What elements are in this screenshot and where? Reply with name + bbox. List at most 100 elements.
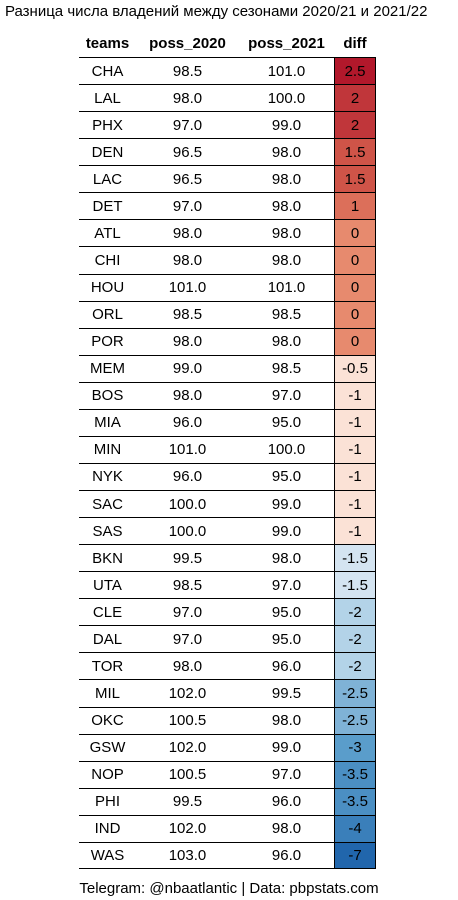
diff-cell: -1: [334, 518, 376, 545]
diff-cell: -2: [334, 599, 376, 626]
diff-cell: -2: [334, 626, 376, 653]
table-row: BKN 99.5 98.0 -1.5: [79, 544, 376, 572]
team-cell: MIL: [94, 684, 120, 702]
poss-2020-cell: 99.0: [172, 360, 203, 378]
team-cell: POR: [91, 333, 124, 351]
diff-cell: -3.5: [334, 761, 376, 788]
table-row: ATL 98.0 98.0 0: [79, 219, 376, 247]
table-row: UTA 98.5 97.0 -1.5: [79, 571, 376, 599]
poss-2021-cell: 98.0: [271, 333, 302, 351]
poss-2020-cell: 96.0: [172, 468, 203, 486]
diff-cell: -1.5: [334, 545, 376, 572]
poss-2020-cell: 96.0: [172, 414, 203, 432]
team-cell: DET: [92, 197, 123, 215]
poss-2020-cell: 98.5: [172, 306, 203, 324]
table-row: IND 102.0 98.0 -4: [79, 814, 376, 842]
team-cell: SAC: [92, 495, 123, 513]
poss-2020-cell: 98.0: [172, 333, 203, 351]
poss-2020-cell: 102.0: [168, 684, 207, 702]
poss-2021-cell: 98.0: [271, 197, 302, 215]
poss-2021-cell: 97.0: [271, 387, 302, 405]
poss-2020-cell: 97.0: [172, 630, 203, 648]
poss-2021-cell: 99.0: [271, 739, 302, 757]
poss-2021-cell: 98.0: [271, 251, 302, 269]
poss-2020-cell: 99.5: [172, 549, 203, 567]
diff-cell: 2: [334, 85, 376, 112]
team-cell: MIA: [94, 414, 121, 432]
poss-2021-cell: 97.0: [271, 766, 302, 784]
table-header: teams poss_2020 poss_2021 diff: [79, 30, 376, 57]
table-row: MEM 99.0 98.5 -0.5: [79, 354, 376, 382]
poss-2020-cell: 97.0: [172, 116, 203, 134]
poss-2020-cell: 100.5: [168, 766, 207, 784]
diff-cell: 1: [334, 193, 376, 220]
diff-cell: 0: [334, 301, 376, 328]
diff-cell: -2: [334, 653, 376, 680]
team-cell: UTA: [93, 576, 122, 594]
diff-cell: -3.5: [334, 788, 376, 815]
poss-2021-cell: 95.0: [271, 603, 302, 621]
poss-2021-cell: 99.0: [271, 116, 302, 134]
diff-cell: 1.5: [334, 166, 376, 193]
table-row: LAL 98.0 100.0 2: [79, 84, 376, 112]
team-cell: HOU: [90, 279, 125, 297]
diff-cell: -1: [334, 409, 376, 436]
table-row: DET 97.0 98.0 1: [79, 192, 376, 220]
table-row: SAS 100.0 99.0 -1: [79, 517, 376, 545]
poss-2021-cell: 101.0: [267, 279, 306, 297]
team-cell: PHI: [94, 793, 120, 811]
team-cell: GSW: [89, 739, 126, 757]
team-cell: NYK: [92, 468, 123, 486]
chart-title: Разница числа владений между сезонами 20…: [5, 3, 428, 20]
team-cell: BKN: [92, 549, 123, 567]
poss-2021-cell: 98.5: [271, 360, 302, 378]
poss-2020-cell: 100.0: [168, 495, 207, 513]
header-teams: teams: [85, 35, 130, 52]
table-row: CHA 98.5 101.0 2.5: [79, 57, 376, 85]
poss-2020-cell: 98.0: [172, 224, 203, 242]
table-row: ORL 98.5 98.5 0: [79, 300, 376, 328]
diff-cell: -1: [334, 463, 376, 490]
team-cell: DAL: [92, 630, 123, 648]
diff-cell: -0.5: [334, 355, 376, 382]
poss-2020-cell: 102.0: [168, 739, 207, 757]
diff-cell: 0: [334, 220, 376, 247]
poss-2021-cell: 99.0: [271, 495, 302, 513]
poss-2020-cell: 98.0: [172, 251, 203, 269]
poss-2021-cell: 95.0: [271, 414, 302, 432]
team-cell: LAL: [94, 89, 121, 107]
poss-2021-cell: 95.0: [271, 630, 302, 648]
table-row: PHX 97.0 99.0 2: [79, 111, 376, 139]
diff-cell: 2.5: [334, 58, 376, 85]
header-poss-2020: poss_2020: [149, 35, 226, 52]
table-row: TOR 98.0 96.0 -2: [79, 652, 376, 680]
poss-2020-cell: 102.0: [168, 820, 207, 838]
poss-2021-cell: 98.5: [271, 306, 302, 324]
table-row: DAL 97.0 95.0 -2: [79, 625, 376, 653]
poss-2020-cell: 98.0: [172, 657, 203, 675]
poss-2020-cell: 96.5: [172, 170, 203, 188]
poss-2020-cell: 96.5: [172, 143, 203, 161]
poss-2020-cell: 100.0: [168, 522, 207, 540]
team-cell: MIN: [93, 441, 122, 459]
table-row: BOS 98.0 97.0 -1: [79, 381, 376, 409]
diff-cell: -3: [334, 734, 376, 761]
diff-cell: -1: [334, 382, 376, 409]
poss-2021-cell: 98.0: [271, 820, 302, 838]
poss-2021-cell: 98.0: [271, 712, 302, 730]
team-cell: OKC: [91, 712, 124, 730]
poss-2020-cell: 100.5: [168, 712, 207, 730]
team-cell: IND: [94, 820, 121, 838]
team-cell: PHX: [92, 116, 123, 134]
poss-2021-cell: 97.0: [271, 576, 302, 594]
poss-2020-cell: 98.5: [172, 576, 203, 594]
diff-cell: -1: [334, 436, 376, 463]
poss-2020-cell: 99.5: [172, 793, 203, 811]
poss-2021-cell: 101.0: [267, 62, 306, 80]
team-cell: WAS: [90, 846, 125, 864]
diff-cell: 0: [334, 247, 376, 274]
diff-cell: 0: [334, 328, 376, 355]
table-row: MIL 102.0 99.5 -2.5: [79, 679, 376, 707]
data-table: teams poss_2020 poss_2021 diff CHA 98.5 10…: [79, 30, 376, 869]
team-cell: SAS: [92, 522, 123, 540]
